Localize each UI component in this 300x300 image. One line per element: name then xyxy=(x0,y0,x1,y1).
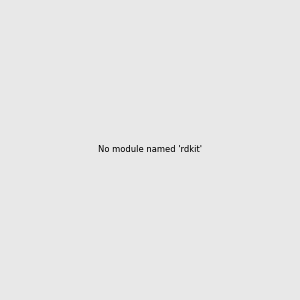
Text: No module named 'rdkit': No module named 'rdkit' xyxy=(98,146,202,154)
